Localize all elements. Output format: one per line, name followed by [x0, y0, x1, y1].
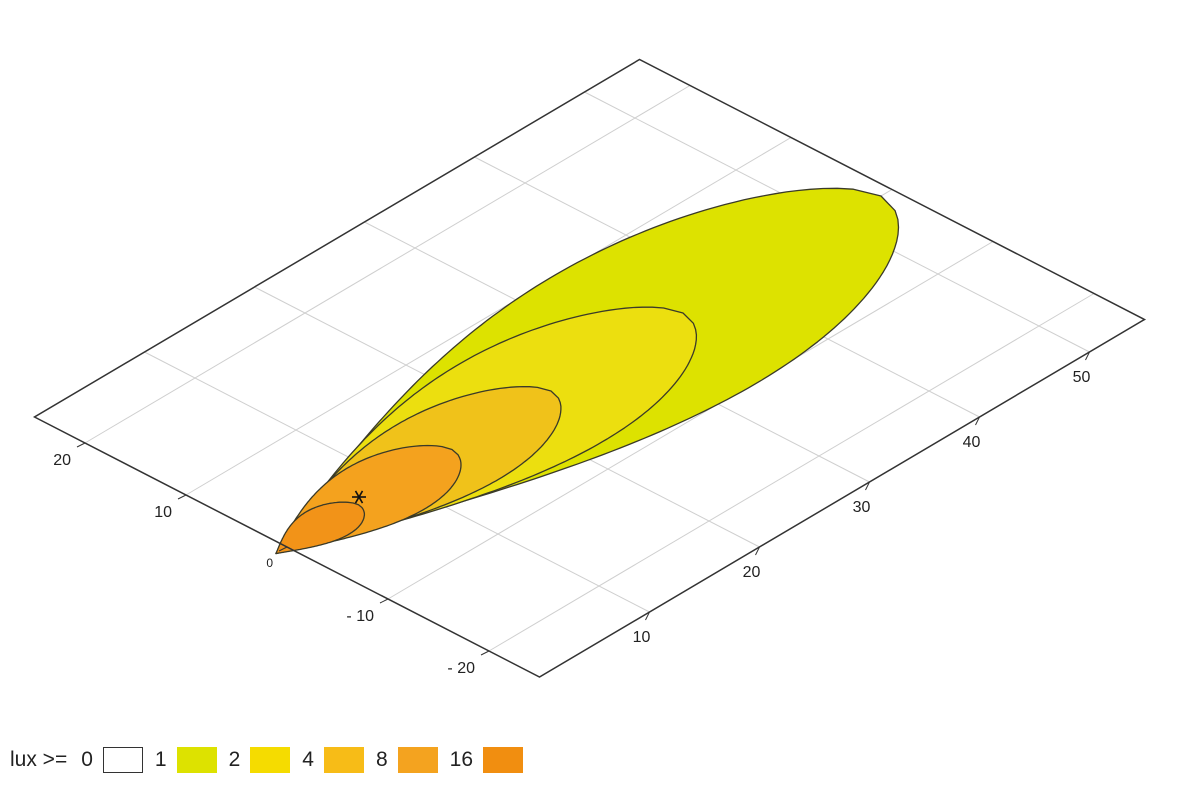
lateral-tick-mark — [379, 598, 389, 604]
legend-item: 4 — [302, 747, 364, 773]
legend-item: 8 — [376, 747, 438, 773]
lateral-tick-label: - 20 — [447, 660, 475, 677]
legend-item-label: 0 — [81, 748, 93, 771]
contour-plot: 20 10 0 - 10 - 20 10 20 30 40 50 — [32, 58, 1147, 678]
legend-item-label: 4 — [302, 748, 314, 771]
legend-item-label: 1 — [154, 748, 167, 771]
source-marker — [352, 490, 366, 504]
legend-item: 0 — [81, 747, 143, 773]
plot-frame — [32, 58, 1147, 678]
distance-tick-mark — [975, 416, 980, 426]
legend-swatch — [250, 747, 291, 773]
grid-line — [84, 85, 691, 444]
legend-item: 16 — [449, 747, 524, 773]
lateral-tick-label: 0 — [266, 556, 273, 570]
legend: lux >= 0 1 2 4 8 16 — [10, 747, 535, 773]
tick-labels: 20 10 0 - 10 - 20 10 20 30 40 50 — [53, 351, 1091, 677]
grid-line — [387, 241, 994, 600]
lateral-tick-mark — [76, 442, 86, 448]
legend-swatch — [483, 747, 524, 773]
grid-line — [488, 293, 1095, 652]
legend-item-label: 8 — [375, 748, 388, 771]
lateral-tick-mark — [480, 650, 490, 656]
contour-16-lux — [275, 501, 366, 555]
legend-item: 2 — [229, 747, 291, 773]
source-marker-stroke — [354, 490, 364, 504]
distance-tick-label: 30 — [853, 499, 871, 516]
legend-swatch — [397, 747, 438, 773]
distance-tick-mark — [645, 611, 650, 621]
legend-swatch — [176, 747, 217, 773]
distance-tick-mark — [755, 546, 760, 556]
lateral-tick-label: - 10 — [346, 608, 374, 625]
legend-item-label: 2 — [228, 748, 241, 771]
lateral-tick-label: 20 — [53, 452, 71, 469]
lateral-tick-label: 10 — [154, 504, 172, 521]
legend-swatch — [323, 747, 364, 773]
distance-tick-label: 10 — [633, 629, 651, 646]
distance-tick-label: 50 — [1073, 369, 1091, 386]
frame-outline — [32, 58, 1147, 678]
legend-swatch — [102, 747, 143, 773]
distance-tick-mark — [1085, 351, 1090, 361]
distance-tick-mark — [865, 481, 870, 491]
legend-item: 1 — [155, 747, 217, 773]
lateral-tick-mark — [278, 546, 288, 552]
lateral-tick-mark — [177, 494, 187, 500]
distance-tick-label: 20 — [743, 564, 761, 581]
contour-layer — [275, 187, 900, 555]
legend-title: lux >= — [10, 748, 68, 771]
grid-line — [185, 137, 792, 496]
legend-items: 0 1 2 4 8 16 — [81, 747, 535, 773]
distance-tick-label: 40 — [963, 434, 981, 451]
legend-item-label: 16 — [449, 748, 474, 771]
